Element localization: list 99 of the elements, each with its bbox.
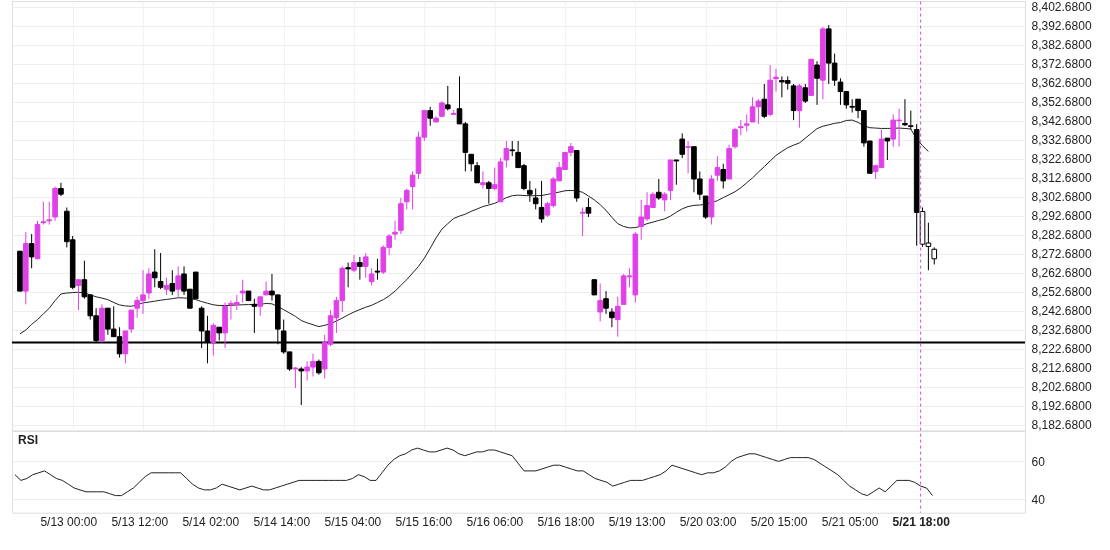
- candlestick: [814, 60, 820, 106]
- candlestick: [263, 281, 269, 296]
- x-tick-label: 5/21 18:00: [892, 515, 951, 530]
- candlestick: [146, 267, 152, 300]
- candlestick: [298, 366, 305, 406]
- y-tick-label: 8,382.6800: [1031, 38, 1092, 53]
- candlestick: [157, 252, 164, 290]
- x-tick-label: 5/19 13:00: [608, 515, 666, 530]
- candlestick: [345, 262, 351, 288]
- candlestick: [46, 201, 53, 226]
- candlestick: [374, 258, 381, 281]
- y-tick-label: 8,182.6800: [1031, 418, 1092, 433]
- candlestick: [614, 296, 621, 338]
- candlestick: [474, 161, 480, 184]
- y-tick-label: 8,342.6800: [1031, 114, 1092, 129]
- y-tick-label: 40: [1031, 492, 1046, 507]
- candlestick: [122, 330, 129, 364]
- candlestick: [720, 163, 727, 189]
- candlestick: [538, 180, 545, 224]
- y-tick-label: 8,262.6800: [1031, 266, 1092, 281]
- y-tick-label: 60: [1031, 454, 1046, 469]
- y-tick-label: 8,362.6800: [1031, 76, 1092, 91]
- candlestick: [58, 182, 64, 197]
- x-tick-label: 5/20 03:00: [679, 515, 737, 530]
- x-tick-label: 5/16 06:00: [466, 515, 524, 530]
- candlestick: [444, 85, 451, 112]
- candlestick: [362, 252, 369, 279]
- candlestick: [655, 178, 662, 201]
- candlestick: [251, 298, 258, 334]
- candlestick: [239, 279, 246, 303]
- candlestick: [409, 170, 416, 210]
- y-tick-label: 8,302.6800: [1031, 190, 1092, 205]
- candlestick: [169, 269, 176, 296]
- y-tick-label: 8,192.6800: [1031, 399, 1092, 414]
- candlestick: [210, 322, 217, 357]
- candlestick: [427, 106, 433, 127]
- candlestick: [661, 191, 668, 212]
- y-tick-label: 8,282.6800: [1031, 228, 1092, 243]
- candlestick: [908, 110, 914, 131]
- x-tick-label: 5/13 12:00: [111, 515, 169, 530]
- x-tick-label: 5/21 05:00: [821, 515, 879, 530]
- candlestick: [685, 140, 691, 174]
- candlestick: [609, 307, 615, 328]
- candlestick: [292, 366, 299, 389]
- candlestick: [603, 290, 609, 315]
- candlestick: [503, 140, 510, 169]
- y-tick-label: 8,372.6800: [1031, 57, 1092, 72]
- candlestick: [257, 296, 264, 317]
- x-tick-label: 5/20 15:00: [750, 515, 808, 530]
- y-tick-label: 8,212.6800: [1031, 361, 1092, 376]
- candlestick: [732, 127, 738, 150]
- x-tick-label: 5/15 16:00: [395, 515, 453, 530]
- candlestick: [75, 279, 82, 311]
- candlestick: [884, 137, 891, 161]
- y-tick-label: 8,202.6800: [1031, 380, 1092, 395]
- y-tick-label: 8,292.6800: [1031, 209, 1092, 224]
- candlestick: [532, 187, 539, 210]
- y-tick-label: 8,312.6800: [1031, 171, 1092, 186]
- y-tick-label: 8,322.6800: [1031, 152, 1092, 167]
- candlestick: [597, 282, 603, 322]
- candlestick: [351, 254, 357, 273]
- y-tick-label: 8,252.6800: [1031, 285, 1092, 300]
- candlestick: [128, 309, 135, 334]
- candlestick: [392, 220, 398, 241]
- line-series: [14, 447, 933, 497]
- candlestick: [714, 155, 721, 182]
- candlestick: [585, 197, 592, 218]
- x-tick-label: 5/16 18:00: [537, 515, 595, 530]
- candlestick: [403, 187, 410, 210]
- candlestick: [902, 98, 908, 127]
- candlestick: [480, 170, 486, 189]
- x-tick-label: 5/14 14:00: [253, 515, 311, 530]
- candlestick: [175, 265, 181, 298]
- candlestick: [673, 159, 680, 186]
- x-tick-label: 5/13 00:00: [40, 515, 98, 530]
- y-tick-label: 8,352.6800: [1031, 95, 1092, 110]
- y-tick-label: 8,392.6800: [1031, 19, 1092, 34]
- candlestick: [527, 180, 533, 203]
- candlestick: [579, 206, 586, 237]
- y-tick-label: 8,332.6800: [1031, 133, 1092, 148]
- candlestick: [679, 132, 686, 159]
- line-series: [19, 119, 929, 335]
- chart-title: RSI: [18, 433, 39, 447]
- y-tick-label: 8,232.6800: [1031, 323, 1092, 338]
- candlestick: [773, 68, 779, 93]
- y-tick-label: 8,242.6800: [1031, 304, 1092, 319]
- candlestick: [761, 83, 768, 119]
- candlestick: [151, 248, 158, 288]
- y-tick-label: 8,402.6800: [1031, 0, 1092, 15]
- candlestick: [40, 201, 47, 226]
- y-tick-label: 8,222.6800: [1031, 342, 1092, 357]
- x-tick-label: 5/14 02:00: [182, 515, 240, 530]
- candlestick: [802, 83, 809, 104]
- candlestick: [702, 195, 709, 220]
- candlestick: [28, 233, 35, 269]
- candlestick: [486, 180, 492, 205]
- y-tick-label: 8,272.6800: [1031, 247, 1092, 262]
- x-tick-label: 5/15 04:00: [324, 515, 382, 530]
- candlestick: [357, 256, 363, 281]
